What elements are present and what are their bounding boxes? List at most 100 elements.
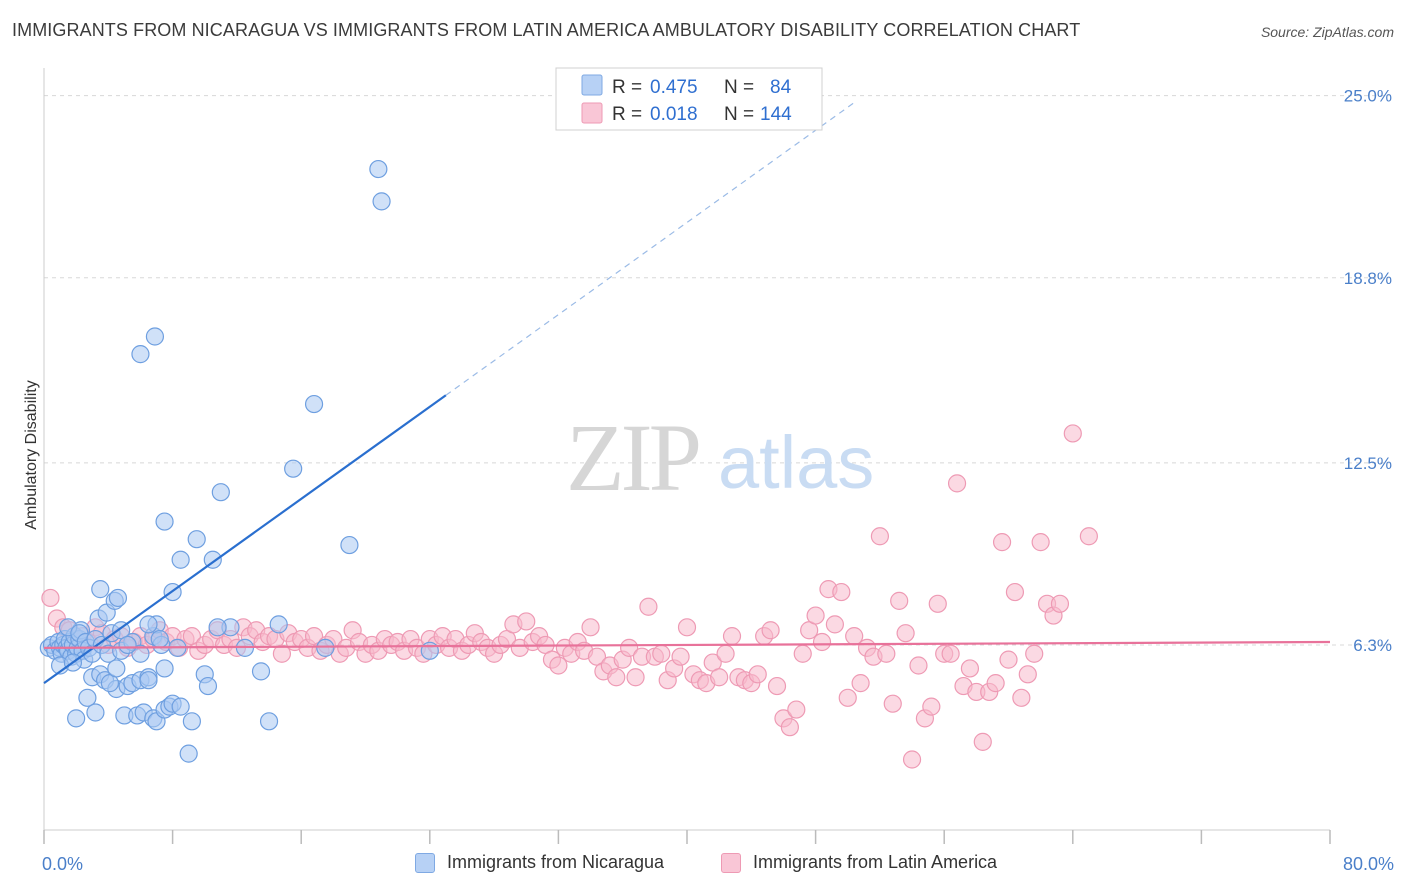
nicaragua-point [139,615,158,634]
latin-america-point [870,527,890,546]
nicaragua-point [145,327,165,346]
latin-america-point [1063,424,1082,443]
bottom-legend-item-nicaragua: Immigrants from Nicaragua [415,852,664,873]
bottom-legend-label-nicaragua: Immigrants from Nicaragua [447,852,665,872]
latin-america-point [806,606,825,625]
bottom-legend-item-latin-america: Immigrants from Latin America [721,852,997,873]
data-points [39,159,1098,769]
latin-america-point [581,618,600,637]
nicaragua-trend-extension [445,101,857,396]
nicaragua-point [139,671,158,690]
legend-r-label-1: R = [612,77,642,98]
latin-america-point [1050,594,1070,613]
latin-america-point [960,659,980,678]
nicaragua-point [182,712,201,731]
nicaragua-point [284,459,303,478]
latin-america-point [883,694,902,713]
latin-america-point [928,594,947,613]
nicaragua-point [118,635,137,655]
latin-america-point [517,612,536,631]
nicaragua-point [86,703,105,722]
legend-swatch-blue [581,74,603,96]
source-label: Source: ZipAtlas.com [1260,24,1394,40]
y-tick-label: 12.5% [1344,454,1392,473]
watermark: ZIP atlas [566,404,874,511]
nicaragua-point [208,618,227,637]
x-tick-label-min: 0.0% [42,854,83,874]
nicaragua-point [269,615,288,634]
latin-america-point [992,533,1012,552]
latin-america-point [787,700,806,719]
latin-america-trend-line [43,640,1331,649]
latin-america-point [677,618,697,637]
latin-america-point [877,644,896,663]
nicaragua-point [420,641,439,660]
watermark-zip: ZIP [566,404,699,511]
nicaragua-trend-line [43,394,447,685]
legend-n-label-2: N = [724,104,754,125]
latin-america-point [607,668,626,687]
y-tick-label: 6.3% [1353,636,1392,655]
latin-america-point [941,644,960,663]
latin-america-point [973,732,992,751]
legend-n-value-1: 84 [770,77,792,98]
nicaragua-point [107,659,126,678]
axes [43,68,1331,844]
latin-america-point [1018,665,1037,684]
nicaragua-point [369,159,388,179]
legend-swatch-pink [581,102,603,124]
chart-title: IMMIGRANTS FROM NICARAGUA VS IMMIGRANTS … [12,20,1081,40]
latin-america-point [780,718,799,737]
y-axis-label: Ambulatory Disability [23,380,40,529]
latin-america-point [825,615,844,634]
latin-america-point [272,644,292,663]
tick-labels: 6.3% 12.5% 18.8% 25.0% 0.0% 80.0% [42,87,1394,874]
latin-america-point [902,750,922,769]
latin-america-point [896,624,915,643]
legend-n-label-1: N = [724,77,754,98]
latin-america-point [812,632,832,652]
trend-lines [43,101,1331,685]
nicaragua-point [304,394,324,414]
nicaragua-point [259,712,279,731]
latin-america-point [890,591,909,610]
nicaragua-point [316,638,335,657]
latin-america-point [722,627,742,646]
nicaragua-point [108,588,128,608]
nicaragua-point [150,629,169,649]
nicaragua-point [131,345,150,364]
legend-n-value-2: 144 [760,104,792,125]
y-tick-label: 25.0% [1344,87,1392,106]
latin-america-point [793,644,812,663]
latin-america-point [626,668,645,687]
nicaragua-point [78,688,97,707]
latin-america-point [549,656,568,675]
nicaragua-point [155,512,174,531]
nicaragua-point [155,659,174,678]
legend-swatch-nicaragua [415,852,435,873]
latin-america-point [767,676,787,696]
latin-america-point [922,697,941,716]
latin-america-point [620,638,639,657]
latin-america-point [909,656,928,675]
nicaragua-point [340,535,359,555]
nicaragua-point [67,709,86,728]
nicaragua-point [171,550,190,569]
nicaragua-point [187,530,206,549]
legend-r-value-2: 0.018 [650,104,698,125]
nicaragua-point [91,580,110,599]
latin-america-point [851,674,870,693]
watermark-atlas: atlas [718,421,874,504]
legend-r-label-2: R = [612,104,642,125]
nicaragua-point [131,644,150,663]
nicaragua-point [251,662,271,681]
latin-america-point [761,621,780,640]
latin-america-point [748,665,767,684]
latin-america-point [671,647,690,666]
latin-america-point [838,688,857,707]
latin-america-point [1005,582,1025,602]
nicaragua-point [198,676,218,696]
latin-america-point [986,674,1005,693]
x-tick-label-max: 80.0% [1343,854,1394,874]
